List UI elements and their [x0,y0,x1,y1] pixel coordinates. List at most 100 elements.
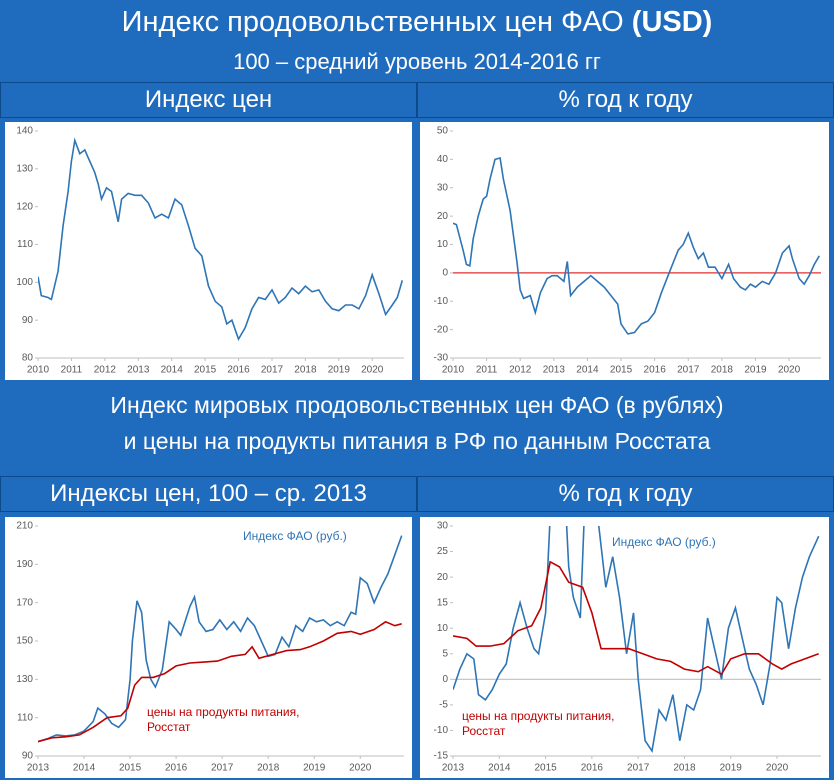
y-tick-label: -10 [434,296,449,307]
y-tick-label: 0 [442,268,448,279]
y-tick-label: -20 [434,324,449,335]
x-tick-label: 2014 [161,365,184,376]
y-tick-label: -5 [439,700,448,711]
y-tick-label: 150 [16,636,33,647]
x-tick-label: 2019 [328,365,351,376]
y-tick-label: 0 [442,674,448,685]
chart: 90 110 130 150 170 190 210 2013 2014 2015 2016 2017… [16,521,404,774]
y-tick-label: 130 [16,674,33,685]
chart-header: Индексы цен, 100 – ср. 2013 [0,476,417,512]
y-tick-label: 90 [22,315,34,326]
y-tick-label: -15 [434,751,449,762]
y-tick-label: 25 [437,546,449,557]
y-tick-label: 30 [437,521,449,532]
chart: 80 90 100 110 120 130 140 2010 2011 2012 2013 2014 2… [16,126,404,376]
x-tick-label: 2020 [766,763,789,774]
section-title: и цены на продукты питания в РФ по данны… [123,428,711,454]
y-tick-label: 110 [17,239,33,250]
y-tick-label: 10 [437,239,449,250]
chart: -15 -10 -5 0 5 10 15 20 25 30 2013 2014 2015 2016 2017… [434,521,821,774]
series-label: Индекс ФАО (руб.) [612,535,716,549]
x-tick-label: 2012 [509,365,532,376]
chart-header: % год к году [417,476,834,512]
chart-panel: -30 -20 -10 0 10 20 30 40 50 2010 2011 2012 2013 2014… [420,122,829,380]
x-tick-label: 2016 [227,365,250,376]
series-line [453,156,820,335]
x-tick-label: 2013 [442,763,465,774]
chart: -30 -20 -10 0 10 20 30 40 50 2010 2011 2012 2013 2014… [434,126,821,376]
chart-panel: 80 90 100 110 120 130 140 2010 2011 2012 2013 2014 2… [5,122,412,380]
series-line [38,620,402,743]
x-tick-label: 2011 [61,365,83,376]
y-tick-label: 90 [22,751,34,762]
y-tick-label: 130 [16,163,33,174]
y-tick-label: 20 [437,572,449,583]
y-tick-label: 100 [16,277,33,288]
y-tick-label: 120 [16,201,33,212]
y-tick-label: 10 [437,623,449,634]
title-text: Индекс продовольственных цен ФАО [121,6,624,38]
series-label: цены на продукты питания, Росстат [147,705,300,734]
x-tick-label: 2017 [627,763,650,774]
y-tick-label: 210 [16,521,33,532]
title-emphasis: (USD) [631,6,713,38]
x-tick-label: 2020 [778,365,801,376]
chart-header: % год к году [417,82,834,118]
x-tick-label: 2011 [476,365,498,376]
x-tick-label: 2018 [294,365,317,376]
y-tick-label: 30 [437,182,449,193]
y-tick-label: -10 [434,725,449,736]
x-tick-label: 2019 [744,365,767,376]
main-title: Индекс продовольственных цен ФАО (USD) [0,2,834,42]
y-tick-label: 110 [17,712,33,723]
x-tick-label: 2020 [349,763,372,774]
x-tick-label: 2014 [488,763,511,774]
x-tick-label: 2019 [720,763,743,774]
y-tick-label: -30 [434,353,449,364]
x-tick-label: 2015 [610,365,633,376]
series-line [38,137,404,341]
x-tick-label: 2017 [677,365,700,376]
series-label: Индекс ФАО (руб.) [243,529,347,543]
chart-panel: 90 110 130 150 170 190 210 2013 2014 2015 2016 2017… [5,517,412,778]
x-tick-label: 2017 [261,365,284,376]
y-tick-label: 170 [16,597,33,608]
y-tick-label: 40 [437,154,449,165]
x-tick-label: 2013 [543,365,566,376]
series-label: цены на продукты питания, Росстат [462,709,615,738]
x-tick-label: 2018 [673,763,696,774]
x-tick-label: 2010 [27,365,50,376]
series-line [453,560,819,676]
y-tick-label: 50 [437,126,449,137]
x-tick-label: 2016 [644,365,667,376]
section-title: Индекс мировых продовольственных цен ФАО… [110,392,724,418]
x-tick-label: 2010 [442,365,465,376]
x-tick-label: 2014 [576,365,599,376]
x-tick-label: 2020 [361,365,384,376]
x-tick-label: 2015 [194,365,217,376]
series-line [453,526,820,753]
y-tick-label: 15 [437,597,449,608]
x-tick-label: 2017 [211,763,234,774]
y-tick-label: 20 [437,211,449,222]
x-tick-label: 2013 [27,763,50,774]
x-tick-label: 2015 [119,763,142,774]
y-tick-label: 80 [22,353,34,364]
x-tick-label: 2012 [94,365,117,376]
subtitle: 100 – средний уровень 2014-2016 гг [233,49,601,74]
x-tick-label: 2016 [581,763,604,774]
x-tick-label: 2013 [127,365,150,376]
x-tick-label: 2016 [165,763,188,774]
series-line [38,535,403,743]
y-tick-label: 140 [16,126,33,137]
chart-panel: -15 -10 -5 0 5 10 15 20 25 30 2013 2014 2015 2016 2017… [420,517,829,778]
x-tick-label: 2015 [534,763,557,774]
y-tick-label: 5 [442,648,448,659]
x-tick-label: 2019 [303,763,326,774]
chart-header: Индекс цен [0,82,417,118]
y-tick-label: 190 [16,559,33,570]
x-tick-label: 2018 [711,365,734,376]
x-tick-label: 2018 [257,763,280,774]
x-tick-label: 2014 [73,763,96,774]
